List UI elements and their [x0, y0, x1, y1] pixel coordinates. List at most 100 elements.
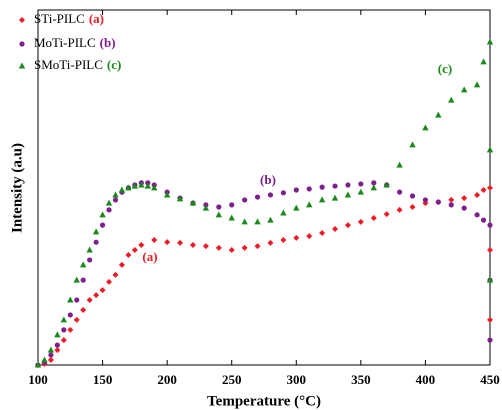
- x-tick-label: 200: [157, 372, 177, 387]
- plot-frame: [37, 9, 491, 366]
- data-point: [177, 239, 184, 246]
- data-point: [60, 316, 68, 323]
- data-point: [487, 222, 493, 228]
- data-point: [54, 347, 61, 354]
- data-point: [345, 182, 351, 188]
- data-point: [280, 209, 287, 216]
- data-point: [106, 207, 112, 213]
- data-point: [486, 38, 494, 45]
- data-point: [448, 202, 454, 208]
- data-point: [460, 86, 468, 93]
- data-point: [332, 226, 339, 233]
- annotation: (a): [142, 249, 157, 264]
- data-point: [74, 297, 80, 303]
- legend-label: MoTi-PILC (b): [34, 35, 116, 50]
- legend-tag: (b): [100, 35, 116, 50]
- data-point: [293, 204, 300, 211]
- data-point: [216, 204, 222, 210]
- data-point: [422, 124, 429, 131]
- data-point: [164, 239, 171, 246]
- data-point: [293, 187, 299, 193]
- data-point: [357, 218, 364, 225]
- data-point: [487, 316, 493, 323]
- data-point: [131, 182, 139, 189]
- data-point: [112, 271, 119, 278]
- legend-tag: (a): [89, 11, 104, 26]
- data-point: [357, 188, 365, 195]
- data-point: [54, 342, 60, 348]
- x-tick-label: 100: [28, 372, 48, 387]
- data-point: [125, 251, 132, 258]
- data-point: [344, 222, 351, 229]
- data-point: [448, 96, 455, 103]
- data-point: [254, 194, 261, 200]
- data-point: [461, 205, 467, 211]
- data-point: [370, 184, 377, 191]
- data-point: [48, 352, 54, 358]
- data-point: [435, 111, 442, 118]
- data-point: [435, 199, 441, 205]
- x-tick-label: 400: [416, 372, 436, 387]
- data-point: [151, 184, 158, 191]
- data-point: [73, 316, 80, 323]
- legend-label: SMoTi-PILC (c): [34, 57, 121, 72]
- data-point: [41, 356, 48, 363]
- data-point: [131, 246, 138, 253]
- data-point: [47, 346, 55, 353]
- data-point: [202, 243, 209, 250]
- data-point: [87, 257, 93, 263]
- legend-marker: [18, 62, 26, 69]
- data-point: [118, 261, 125, 268]
- x-tick-label: 450: [480, 372, 500, 387]
- data-point: [487, 184, 493, 191]
- data-point: [371, 180, 377, 186]
- data-point: [112, 191, 119, 198]
- data-point: [422, 197, 429, 203]
- data-point: [202, 204, 210, 211]
- data-point: [448, 196, 455, 203]
- data-point: [383, 181, 390, 188]
- data-point: [215, 244, 222, 251]
- data-point: [409, 193, 416, 199]
- legend-name: MoTi-PILC: [34, 35, 96, 50]
- data-point: [331, 194, 339, 201]
- data-point: [80, 306, 87, 313]
- data-point: [47, 357, 54, 364]
- data-point: [99, 211, 106, 218]
- data-point: [480, 217, 487, 223]
- y-axis-label: Intensity (a.u): [9, 143, 25, 233]
- data-point: [280, 237, 287, 244]
- data-point: [163, 191, 171, 198]
- data-point: [241, 244, 248, 251]
- data-point: [242, 197, 248, 203]
- data-point: [67, 312, 73, 318]
- legend-tag: (c): [107, 57, 121, 72]
- data-point: [319, 229, 326, 236]
- data-point: [189, 199, 197, 206]
- data-point: [486, 276, 494, 283]
- data-point: [138, 181, 145, 188]
- data-point: [267, 192, 274, 198]
- data-point: [293, 234, 300, 241]
- data-point: [473, 81, 481, 88]
- data-point: [215, 211, 222, 218]
- data-point: [486, 146, 494, 153]
- data-point: [474, 191, 481, 198]
- data-point: [306, 186, 312, 192]
- data-point: [474, 212, 480, 218]
- data-point: [228, 214, 235, 221]
- data-point: [99, 287, 106, 294]
- data-point: [254, 243, 261, 250]
- data-point: [396, 206, 403, 213]
- data-point: [67, 326, 74, 333]
- data-point: [229, 202, 235, 208]
- data-point: [480, 58, 487, 65]
- data-point: [80, 277, 86, 283]
- data-point: [318, 196, 326, 203]
- data-point: [99, 222, 106, 228]
- data-point: [118, 186, 126, 193]
- data-point: [267, 239, 274, 246]
- data-point: [106, 278, 113, 285]
- legend-name: SMoTi-PILC: [34, 57, 103, 72]
